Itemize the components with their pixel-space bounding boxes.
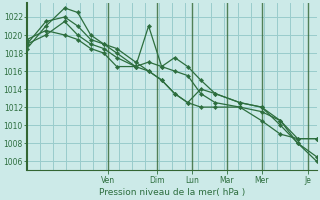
X-axis label: Pression niveau de la mer( hPa ): Pression niveau de la mer( hPa ) [99,188,245,197]
